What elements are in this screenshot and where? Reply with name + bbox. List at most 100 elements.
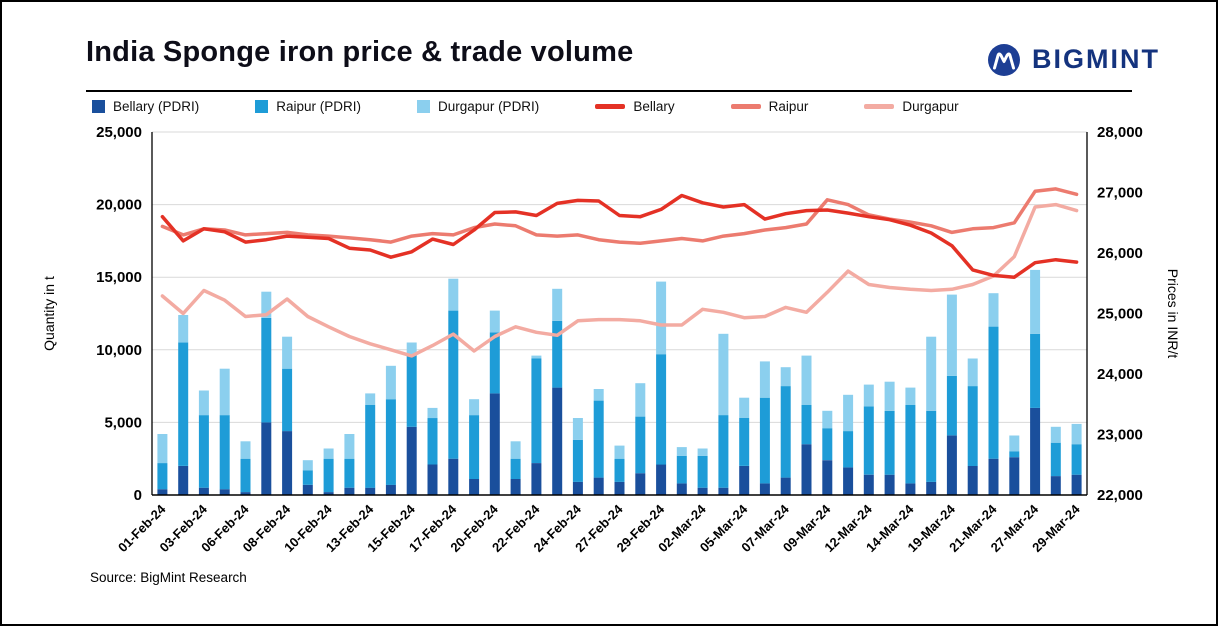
bar-segment	[261, 422, 272, 495]
bar-segment	[884, 474, 895, 495]
bar-segment	[323, 448, 334, 459]
right-axis-tick: 26,000	[1097, 245, 1143, 262]
bar-segment	[427, 464, 438, 495]
gridlines	[152, 131, 1087, 423]
legend-item-raipur: Raipur	[730, 99, 808, 114]
legend-item-bellary: Bellary	[595, 99, 675, 114]
bar-segment	[469, 415, 480, 479]
bar-segment	[157, 489, 168, 495]
bar-segment	[988, 458, 999, 495]
line-series-swatch	[864, 104, 895, 109]
bar-segment	[469, 479, 480, 495]
bar-segment	[531, 463, 542, 495]
bar-segment	[302, 460, 313, 471]
bar-segment	[822, 428, 833, 461]
price-line-raipur	[160, 187, 1079, 246]
bar-segment	[780, 477, 791, 495]
bar-segment	[905, 483, 916, 495]
bar-segment	[863, 406, 874, 475]
left-axis-tick: 10,000	[96, 342, 142, 359]
bar-segment	[759, 361, 770, 398]
bar-segment	[406, 426, 417, 495]
bar-segment	[718, 487, 729, 495]
bar-segment	[759, 483, 770, 495]
price-lines	[160, 187, 1079, 358]
bar-segment	[635, 416, 646, 474]
bar-segment	[946, 435, 957, 495]
bar-segment	[552, 320, 563, 388]
bar-segment	[531, 358, 542, 463]
bar-segment	[489, 310, 500, 333]
left-axis-tick: 15,000	[96, 269, 142, 286]
bar-segment	[261, 317, 272, 423]
bar-segment	[385, 399, 396, 485]
bar-segment	[676, 483, 687, 495]
bar-segment	[572, 418, 583, 440]
bar-segment	[593, 389, 604, 401]
bar-segment	[801, 405, 812, 445]
bar-segment	[1071, 423, 1082, 445]
bar-segment	[219, 368, 230, 416]
bar-segment	[967, 466, 978, 495]
bar-segment	[822, 410, 833, 429]
line-series-swatch	[595, 104, 626, 109]
bar-segment	[427, 407, 438, 419]
right-axis-tick: 27,000	[1097, 185, 1143, 202]
bar-segment	[614, 445, 625, 459]
bar-segment	[656, 464, 667, 495]
bar-segment	[302, 470, 313, 485]
bar-segment	[344, 458, 355, 488]
legend-item-durgapur: Durgapur	[864, 99, 959, 114]
bar-segment	[926, 481, 937, 495]
legend-label: Bellary (PDRI)	[113, 99, 200, 114]
bar-segment	[884, 410, 895, 475]
bar-segment	[572, 481, 583, 495]
bar-segment	[843, 467, 854, 495]
price-line-durgapur	[160, 202, 1079, 358]
bar-segment	[448, 458, 459, 495]
bar-segment	[905, 387, 916, 405]
bar-segment	[718, 333, 729, 416]
bar-segment	[178, 315, 189, 343]
bar-segment	[697, 455, 708, 488]
bar-segment	[365, 393, 376, 405]
bar-segment	[157, 463, 168, 490]
bar-segment	[739, 466, 750, 495]
legend-label: Bellary	[633, 99, 675, 114]
bar-segment	[178, 342, 189, 466]
bar-segment	[385, 365, 396, 400]
bar-segment	[780, 386, 791, 478]
legend-item-raipur-pdri: Raipur (PDRI)	[255, 99, 361, 114]
bar-segment	[282, 431, 293, 495]
bar-segment	[219, 415, 230, 490]
bar-segment	[1009, 451, 1020, 458]
bar-series-swatch	[92, 100, 105, 113]
source-note: Source: BigMint Research	[90, 570, 247, 585]
bar-segment	[1030, 333, 1041, 408]
bar-segment	[697, 487, 708, 495]
bigmint-logo-icon	[988, 44, 1020, 76]
left-axis-tick: 0	[134, 487, 142, 504]
bar-segment	[926, 336, 937, 411]
bar-segment	[344, 487, 355, 495]
chart-legend: Bellary (PDRI) Raipur (PDRI) Durgapur (PDR…	[92, 99, 959, 114]
bar-series-swatch	[417, 100, 431, 113]
bar-segment	[198, 487, 209, 495]
bar-segment	[1050, 426, 1061, 443]
bar-segment	[302, 484, 313, 495]
bar-segment	[489, 332, 500, 394]
bar-segment	[282, 336, 293, 369]
bar-segment	[884, 381, 895, 411]
bar-segment	[1030, 269, 1041, 334]
bar-segment	[219, 489, 230, 495]
bar-segment	[967, 358, 978, 387]
bar-segment	[406, 354, 417, 427]
left-axis-tick: 20,000	[96, 197, 142, 214]
right-axis-tick: 23,000	[1097, 427, 1143, 444]
bar-segment	[427, 418, 438, 465]
bar-segment	[676, 447, 687, 456]
bar-segment	[240, 492, 251, 495]
bar-segment	[697, 448, 708, 456]
bar-segment	[926, 410, 937, 482]
